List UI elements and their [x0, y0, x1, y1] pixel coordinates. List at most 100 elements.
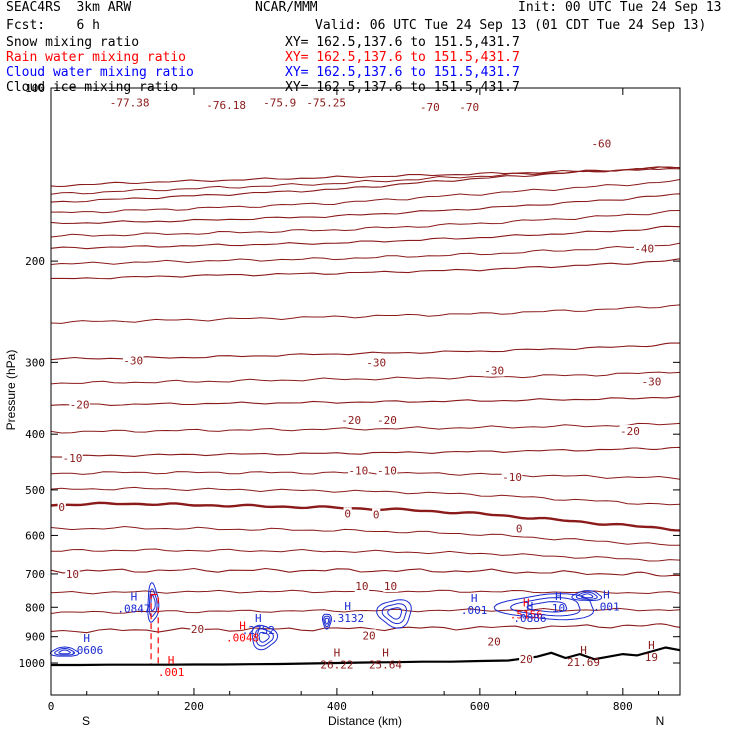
label-mask: [419, 101, 441, 114]
extremum-value: 10: [552, 602, 565, 615]
isotherm-minor: [50, 486, 681, 506]
isotherm-20: [50, 623, 681, 634]
y-tick-label: 200: [25, 255, 45, 268]
cloud-water-contour: [580, 593, 594, 599]
cloud-water-contour: [571, 590, 603, 601]
isotherm--60: [50, 193, 681, 225]
isotherm-minor: [50, 304, 681, 324]
label-mask: [122, 354, 144, 367]
label-mask: [57, 500, 66, 513]
temperature-contours: [50, 166, 681, 634]
isotherm-label: -10: [63, 452, 83, 465]
label-mask: [372, 508, 381, 521]
label-mask: [486, 635, 502, 648]
label-mask: [348, 464, 369, 477]
extremum-value: 25.64: [369, 659, 402, 672]
cloud-water-contour: [254, 628, 274, 647]
label-mask: [519, 653, 534, 666]
cloud-water-contour: [575, 591, 598, 600]
isotherm-label: -30: [641, 376, 661, 389]
isotherm-label: -20: [341, 414, 361, 427]
isotherm--50: [50, 225, 681, 250]
label-mask: [591, 137, 612, 150]
x-tick-label: 800: [613, 700, 633, 713]
model-name: SEAC4RS 3km ARW: [6, 0, 132, 15]
isotherm-label: -30: [123, 355, 143, 368]
x-tick-label: 400: [327, 700, 347, 713]
isotherm-label: -30: [366, 356, 386, 369]
label-mask: [306, 96, 346, 109]
isotherm-label: 0: [58, 501, 65, 514]
cloud-water-contour: [258, 631, 270, 643]
label-mask: [619, 425, 641, 438]
extremum-h-marker: H: [239, 620, 246, 633]
field-name: Cloud water mixing ratio: [6, 65, 194, 80]
isotherm-label: -70: [420, 101, 440, 114]
extremum-h-marker: H: [471, 592, 478, 605]
y-tick-label: 300: [25, 356, 45, 369]
y-tick-label: 500: [25, 484, 45, 497]
y-axis-title: Pressure (hPa): [4, 350, 18, 431]
forecast-hour: Fcst: 6 h: [6, 18, 100, 33]
cloud-water-contour: [376, 599, 412, 629]
label-mask: [483, 364, 505, 377]
extremum-h-marker: H: [382, 647, 389, 660]
cloud-water-contour: [323, 615, 331, 628]
cloud-water-contour: [58, 649, 71, 655]
isotherm-label: -20: [70, 398, 90, 411]
isotherm-label: 20: [191, 623, 204, 636]
isotherm-label: 20: [520, 653, 533, 666]
extremum-h-marker: H: [555, 590, 562, 603]
y-tick-label: 700: [25, 568, 45, 581]
x-axis-title: Distance (km): [328, 714, 402, 728]
isotherm--10: [50, 446, 681, 458]
isotherm-label: -40: [634, 242, 654, 255]
isotherm-label: 10: [66, 568, 79, 581]
isotherm--77: [50, 167, 681, 188]
extremum-value: .001: [593, 601, 620, 614]
isotherm-label: -75.25: [306, 97, 346, 110]
extremum-value: .5156: [510, 609, 543, 622]
isotherm-label: -30: [484, 365, 504, 378]
extremum-h-marker: H: [168, 654, 175, 667]
y-tick-label: 1000: [19, 657, 46, 670]
extremum-value: 26.22: [320, 659, 353, 672]
isotherm--20: [50, 395, 681, 406]
isotherm-minor: [50, 548, 681, 562]
cloud-water-contour: [54, 647, 76, 656]
isotherm-label: -10: [377, 465, 397, 478]
label-mask: [110, 96, 150, 109]
terrain-line: [51, 646, 681, 667]
field-cross-section-endpoints: XY= 162.5,137.6 to 151.5,431.7: [285, 35, 520, 50]
extremum-h-marker: H: [131, 590, 138, 603]
isotherm-label: -77.38: [110, 97, 150, 110]
temperature-contour-labels: -77.38 -76.18 -75.9 -75.25 -70 -70 -60 -40 -30 -3…: [57, 96, 662, 666]
extremum-value: .001: [461, 604, 488, 617]
cloud-water-contour: [387, 607, 403, 620]
label-mask: [633, 242, 655, 255]
cloud-water-contours: [49, 582, 603, 657]
isotherm-minor: [50, 525, 681, 546]
cloud-water-contour: [148, 588, 158, 618]
label-mask: [641, 375, 662, 388]
isotherm-label: -76.18: [206, 99, 246, 112]
north-endpoint-label: N: [656, 714, 665, 728]
field-name: Snow mixing ratio: [6, 35, 140, 50]
x-tick-label: 0: [48, 700, 55, 713]
extremum-h-marker: H: [334, 647, 341, 660]
init-time: Init: 00 UTC Tue 24 Sep 13: [518, 0, 722, 15]
isotherm-label: -20: [377, 414, 397, 427]
isotherm-label: 20: [362, 629, 375, 642]
field-name: Rain water mixing ratio: [6, 50, 187, 65]
isotherm-label: 0: [344, 507, 351, 520]
isotherm-label: -10: [502, 471, 522, 484]
label-mask: [361, 629, 377, 642]
field-cross-section-endpoints: XY= 162.5,137.6 to 151.5,431.7: [285, 80, 520, 95]
cloud-water-contour: [147, 582, 160, 623]
extremum-value: .001: [158, 666, 185, 679]
label-mask: [365, 356, 387, 369]
isotherm-label: -75.9: [263, 97, 296, 110]
label-mask: [343, 507, 352, 520]
